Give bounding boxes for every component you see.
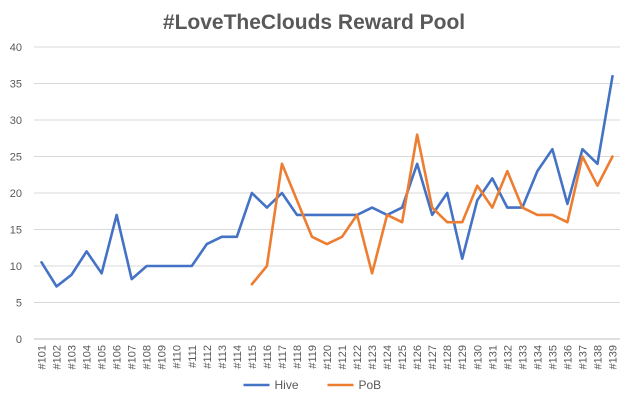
x-tick-label: #139 xyxy=(607,345,619,369)
x-tick-label: #114 xyxy=(232,345,244,369)
x-tick-label: #137 xyxy=(577,345,589,369)
x-tick-label: #113 xyxy=(217,345,229,369)
x-tick-label: #127 xyxy=(427,345,439,369)
series-line-hive xyxy=(40,74,614,288)
x-tick-label: #102 xyxy=(52,345,64,369)
x-axis: #101 #102 #103 #104 #105 #106 #107 #108 #109 #110… xyxy=(37,345,620,369)
x-tick-label: #121 xyxy=(337,345,349,369)
y-tick-label: 20 xyxy=(10,188,22,200)
x-tick-label: #106 xyxy=(112,345,124,369)
y-tick-label: 15 xyxy=(10,225,22,237)
y-tick-label: 5 xyxy=(16,298,22,310)
series-line-pob xyxy=(250,133,614,286)
x-tick-label: #105 xyxy=(97,345,109,369)
x-tick-label: #138 xyxy=(592,345,604,369)
chart-title: #LoveTheClouds Reward Pool xyxy=(163,11,465,34)
x-tick-label: #130 xyxy=(472,345,484,369)
x-tick-label: #116 xyxy=(262,345,274,369)
x-tick-label: #134 xyxy=(532,345,544,369)
x-tick-label: #132 xyxy=(502,345,514,369)
x-tick-label: #120 xyxy=(322,345,334,369)
gridlines xyxy=(34,46,620,340)
x-tick-label: #115 xyxy=(247,345,259,369)
x-tick-label: #125 xyxy=(397,345,409,369)
x-tick-label: #129 xyxy=(457,345,469,369)
x-tick-label: #101 xyxy=(37,345,49,369)
x-tick-label: #133 xyxy=(517,345,529,369)
y-tick-label: 0 xyxy=(16,334,22,346)
y-tick-label: 35 xyxy=(10,79,22,91)
x-tick-label: #131 xyxy=(487,345,499,369)
x-tick-label: #111 xyxy=(187,345,199,368)
x-tick-label: #112 xyxy=(202,345,214,369)
x-tick-label: #128 xyxy=(442,345,454,369)
y-tick-label: 10 xyxy=(10,261,22,273)
x-tick-label: #126 xyxy=(412,345,424,369)
x-tick-label: #136 xyxy=(562,345,574,369)
x-tick-label: #122 xyxy=(352,345,364,369)
y-tick-label: 40 xyxy=(10,42,22,54)
x-tick-label: #119 xyxy=(307,345,319,369)
x-tick-label: #117 xyxy=(277,345,289,369)
x-tick-label: #135 xyxy=(547,345,559,369)
x-tick-label: #109 xyxy=(157,345,169,369)
x-tick-label: #108 xyxy=(142,345,154,369)
x-tick-label: #103 xyxy=(67,345,79,369)
x-tick-label: #110 xyxy=(172,345,184,369)
legend-label-hive: Hive xyxy=(275,378,299,392)
series-lines xyxy=(40,74,614,288)
x-tick-label: #124 xyxy=(382,345,394,369)
legend-label-pob: PoB xyxy=(359,378,382,392)
x-tick-label: #123 xyxy=(367,345,379,369)
legend: Hive PoB xyxy=(243,378,382,392)
x-tick-label: #118 xyxy=(292,345,304,369)
x-tick-label: #104 xyxy=(82,345,94,369)
y-tick-label: 30 xyxy=(10,115,22,127)
y-axis: 0 5 10 15 20 25 30 35 40 xyxy=(10,42,22,346)
y-tick-label: 25 xyxy=(10,152,22,164)
x-tick-label: #107 xyxy=(127,345,139,369)
